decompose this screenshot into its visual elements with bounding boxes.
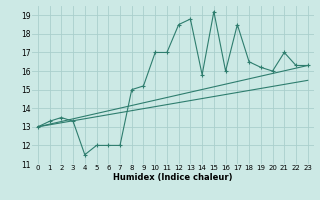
X-axis label: Humidex (Indice chaleur): Humidex (Indice chaleur): [113, 173, 233, 182]
